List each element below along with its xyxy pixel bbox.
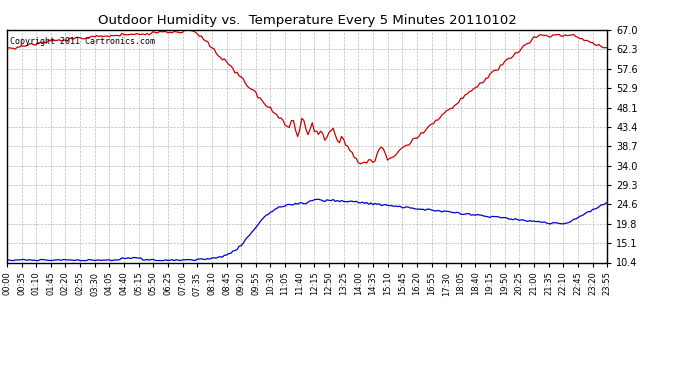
Text: Copyright 2011 Cartronics.com: Copyright 2011 Cartronics.com <box>10 37 155 46</box>
Title: Outdoor Humidity vs.  Temperature Every 5 Minutes 20110102: Outdoor Humidity vs. Temperature Every 5… <box>98 15 516 27</box>
